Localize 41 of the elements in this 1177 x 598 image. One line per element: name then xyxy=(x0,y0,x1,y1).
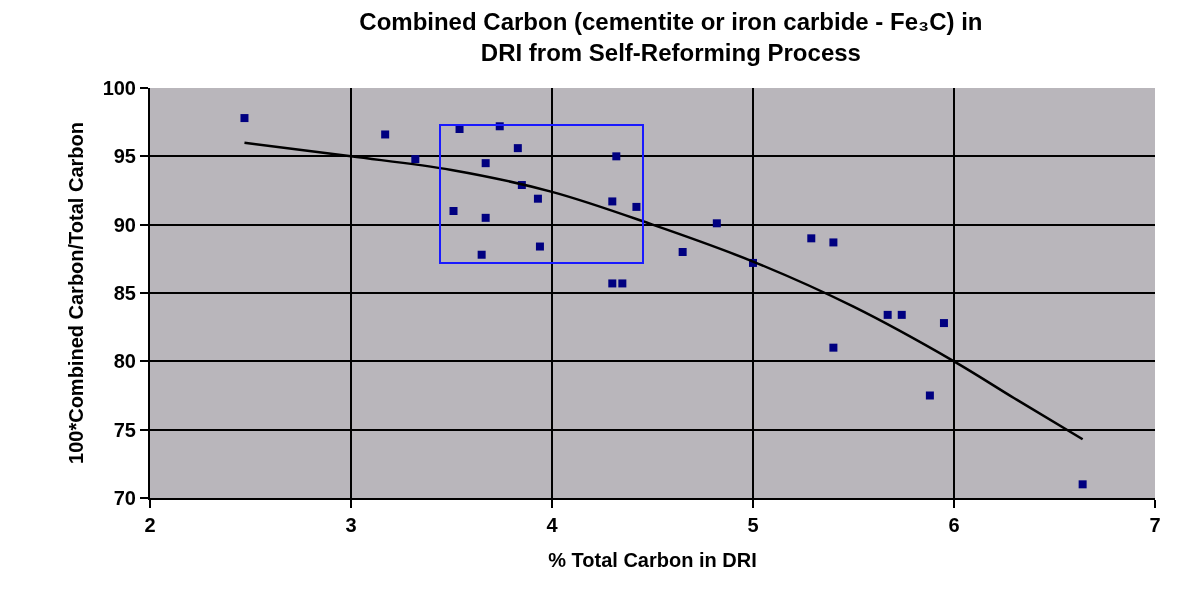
point xyxy=(807,234,816,243)
point xyxy=(381,130,390,139)
point xyxy=(411,155,420,164)
y-axis-title: 100*Combined Carbon/Total Carbon xyxy=(64,122,87,464)
point xyxy=(612,152,621,161)
x-tick-label: 3 xyxy=(345,514,357,536)
y-tick-label: 90 xyxy=(113,213,136,236)
point xyxy=(897,310,906,319)
x-tick-label: 2 xyxy=(144,514,156,536)
point xyxy=(449,207,458,215)
x-tick-label: 4 xyxy=(546,514,559,536)
chart-title: Combined Carbon (cementite or iron carbide - Fe₃C) in DRI from Self-Reforming Process xyxy=(359,7,983,67)
point xyxy=(608,279,617,288)
point xyxy=(925,391,934,400)
point xyxy=(829,343,838,352)
point xyxy=(678,248,687,256)
x-axis-title: % Total Carbon in DRI xyxy=(548,549,757,571)
point xyxy=(535,242,544,251)
point xyxy=(608,197,617,206)
point xyxy=(481,159,490,168)
point xyxy=(829,238,838,247)
x-tick-label: 5 xyxy=(747,514,759,536)
point xyxy=(533,194,542,203)
y-tick-label: 100 xyxy=(102,77,136,99)
x-tick-label: 7 xyxy=(1149,514,1161,536)
point xyxy=(481,213,490,222)
y-tick-label: 85 xyxy=(113,282,136,304)
y-tick-label: 80 xyxy=(113,350,136,373)
y-tick-label: 75 xyxy=(113,418,136,441)
point xyxy=(240,114,249,123)
point xyxy=(477,250,486,259)
point xyxy=(513,144,522,153)
x-tick-label: 6 xyxy=(948,514,960,536)
point xyxy=(618,279,627,288)
y-tick-label: 95 xyxy=(113,145,136,168)
point xyxy=(883,310,892,319)
point xyxy=(712,219,721,228)
point xyxy=(1078,480,1087,489)
point xyxy=(632,202,641,211)
y-tick-label: 70 xyxy=(113,487,136,509)
point xyxy=(939,319,948,328)
